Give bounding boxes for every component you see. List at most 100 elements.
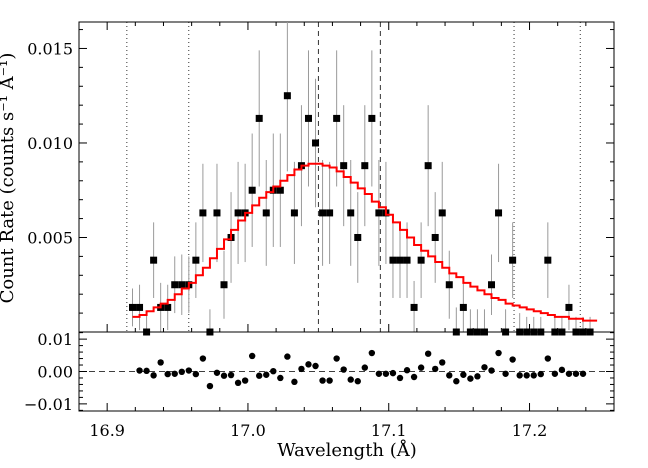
data-point xyxy=(213,209,221,217)
data-point xyxy=(410,303,418,311)
data-point xyxy=(136,303,144,311)
residual-point xyxy=(502,370,509,377)
data-point xyxy=(361,162,369,170)
residual-point xyxy=(227,371,235,379)
residual-point xyxy=(579,370,587,377)
x-axis-label: Wavelength (Å) xyxy=(277,439,417,461)
data-point xyxy=(495,209,503,217)
data-point xyxy=(333,114,341,122)
residual-point xyxy=(410,373,418,381)
data-point xyxy=(368,114,376,122)
residual-point xyxy=(213,369,221,376)
x-tick-label: 16.9 xyxy=(89,421,125,440)
residual-point xyxy=(277,374,284,382)
residual-point xyxy=(467,375,474,382)
residual-point xyxy=(389,369,397,377)
data-point xyxy=(234,209,242,217)
residual-point xyxy=(206,382,214,390)
residual-point xyxy=(551,370,559,377)
residual-point xyxy=(263,371,270,378)
data-point xyxy=(192,256,200,264)
data-point xyxy=(164,303,172,311)
residual-point xyxy=(199,355,207,362)
data-point xyxy=(389,256,397,264)
data-point xyxy=(220,281,228,289)
residual-point xyxy=(537,370,544,378)
data-point xyxy=(312,139,320,147)
residual-point xyxy=(530,372,537,379)
residual-point xyxy=(270,367,277,375)
data-point xyxy=(150,256,158,264)
residual-point xyxy=(361,364,369,371)
residual-point xyxy=(319,377,326,384)
residual-point xyxy=(516,372,523,379)
residual-point xyxy=(164,370,171,378)
residual-point xyxy=(558,366,566,374)
data-point xyxy=(319,209,327,217)
residual-point xyxy=(474,373,481,380)
data-point xyxy=(375,209,383,217)
residual-point xyxy=(157,359,164,366)
data-point xyxy=(438,209,446,217)
residual-point xyxy=(143,367,150,375)
x-tick-label: 17.1 xyxy=(371,421,407,440)
data-point xyxy=(431,233,439,241)
residual-point xyxy=(544,355,552,362)
data-point xyxy=(417,256,425,264)
residual-point xyxy=(403,367,411,374)
residual-y-tick-label: 0.00 xyxy=(37,363,73,382)
residual-point xyxy=(291,378,298,386)
residual-point xyxy=(495,349,502,357)
residual-point xyxy=(312,362,319,370)
residual-point xyxy=(256,372,263,379)
data-point xyxy=(354,233,362,241)
data-point xyxy=(129,303,136,311)
data-point xyxy=(171,281,179,289)
data-point xyxy=(262,209,270,217)
residual-point xyxy=(488,367,495,374)
residual-point xyxy=(305,361,312,368)
data-point xyxy=(544,256,552,264)
x-tick-label: 17.2 xyxy=(512,421,548,440)
residual-point xyxy=(333,355,340,362)
residual-point xyxy=(150,372,157,379)
residual-point xyxy=(382,370,390,377)
residual-point xyxy=(354,378,361,385)
data-point xyxy=(276,186,284,194)
residual-panel: 16.9 17.0 17.1 17.2 −0.01 0.00 0.01 xyxy=(24,330,615,440)
residual-point xyxy=(396,374,404,382)
data-point xyxy=(347,209,355,217)
residual-point xyxy=(565,370,573,377)
data-point xyxy=(459,303,467,311)
residual-point xyxy=(298,365,305,373)
y-tick-label: 0.010 xyxy=(27,134,73,153)
residual-point xyxy=(220,372,228,379)
data-point xyxy=(396,256,404,264)
residual-point xyxy=(439,359,446,366)
data-point xyxy=(178,281,186,289)
data-point xyxy=(290,209,298,217)
residual-point xyxy=(171,370,178,377)
y-axis-label: Count Rate (counts s⁻¹ Å⁻¹) xyxy=(0,53,18,304)
residual-point xyxy=(234,379,242,387)
data-point xyxy=(283,92,291,100)
data-point xyxy=(255,114,263,122)
residual-point xyxy=(368,349,376,357)
data-point xyxy=(304,114,312,122)
top-panel: 0.005 0.010 0.015 xyxy=(27,21,615,336)
residual-point xyxy=(446,372,453,379)
residual-point xyxy=(431,365,439,373)
residual-point xyxy=(284,353,291,360)
residual-point xyxy=(241,377,249,384)
y-tick-label: 0.015 xyxy=(27,39,73,58)
residual-point xyxy=(460,371,467,378)
data-point xyxy=(326,209,334,217)
data-point xyxy=(424,162,432,170)
residual-point xyxy=(453,378,460,385)
residual-point xyxy=(248,352,256,360)
residual-y-tick-label: 0.01 xyxy=(37,330,73,349)
residual-point xyxy=(185,367,193,374)
residual-point xyxy=(375,370,383,377)
data-point xyxy=(403,256,411,264)
residual-point xyxy=(340,366,347,373)
